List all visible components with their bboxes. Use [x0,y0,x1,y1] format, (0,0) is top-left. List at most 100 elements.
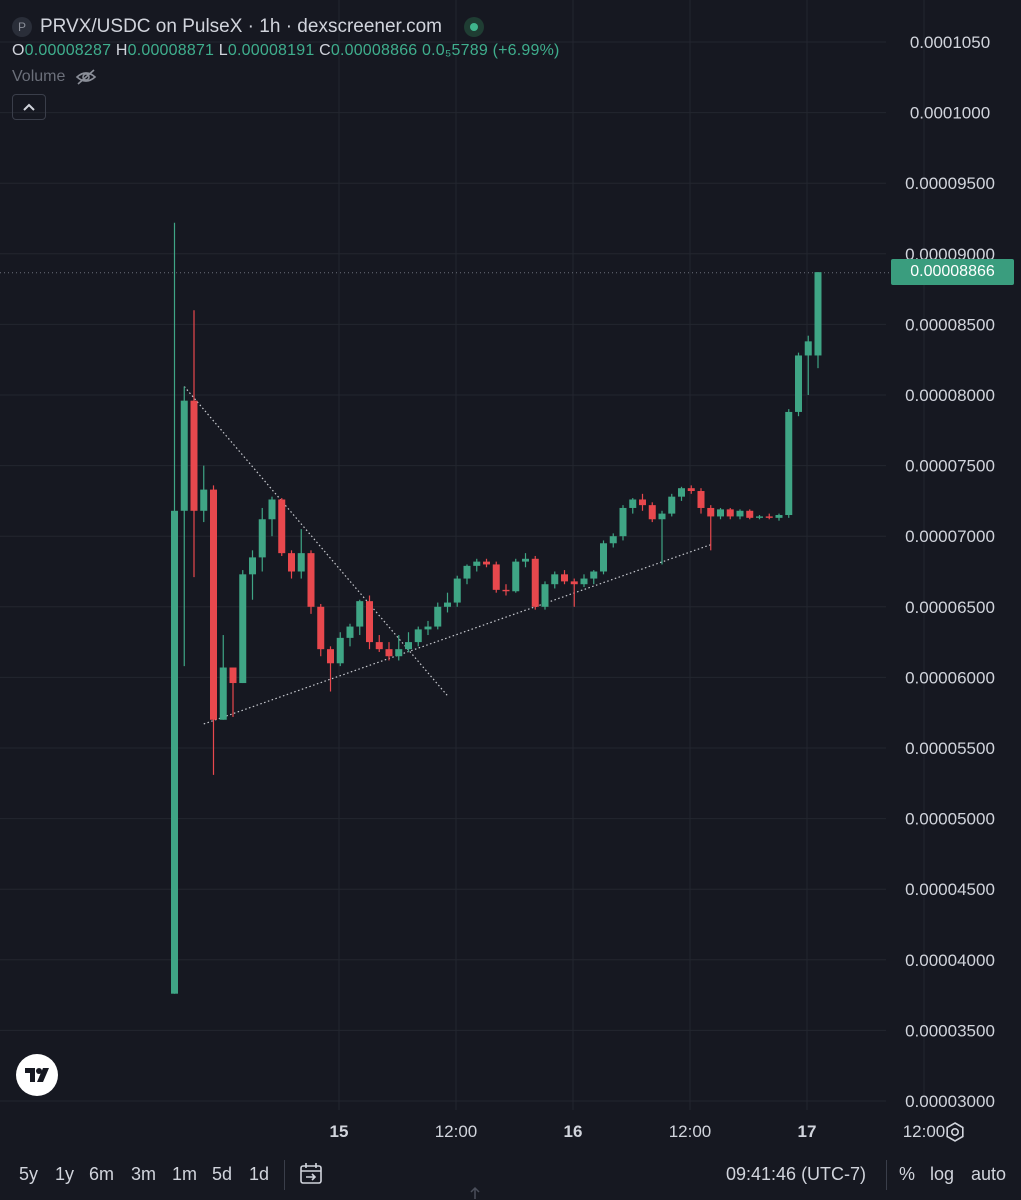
candle-body [551,574,559,585]
timeframe-5y[interactable]: 5y [19,1164,39,1184]
log-scale-toggle[interactable]: log [930,1164,955,1184]
y-tick-label: 0.0001050 [910,33,990,52]
clock-timezone[interactable]: 09:41:46 (UTC-7) [726,1164,867,1184]
candle-body [346,626,354,638]
candle-body [717,509,724,517]
candle-body [366,601,373,643]
y-tick-label: 0.00006000 [905,668,995,687]
candle-body [658,513,666,520]
candle-body [726,509,734,517]
y-tick-label: 0.00004000 [905,951,995,970]
timeframe-6m[interactable]: 6m [89,1164,115,1184]
calendar-goto-icon[interactable] [298,1161,324,1187]
candle-body [687,488,695,492]
close-value: 0.00008866 [330,42,418,59]
x-tick-label: 12:00 [903,1122,946,1141]
candle-body [375,642,383,650]
y-tick-label: 0.00003000 [905,1092,995,1111]
candle-body [648,505,656,520]
low-value: 0.00008191 [227,42,315,59]
timeframe-1y[interactable]: 1y [55,1164,75,1184]
volume-legend: Volume [12,68,97,86]
candle-body [190,400,198,511]
candle-body [502,589,510,592]
y-tick-label: 0.00006500 [905,598,995,617]
candle-body [288,553,295,572]
settings-gear-icon[interactable] [944,1121,966,1143]
candle-body [600,543,607,572]
timeframe-1d[interactable]: 1d [249,1164,270,1184]
candle-body [444,602,451,607]
live-status-icon [464,17,484,37]
candle-body [765,516,773,518]
candle-body [356,601,364,627]
candle-body [512,561,520,592]
percent-scale-toggle[interactable]: % [899,1164,916,1184]
y-tick-label: 0.00003500 [905,1021,995,1040]
y-tick-label: 0.0001000 [910,104,990,123]
candle-body [775,515,783,518]
ohlc-values: O0.00008287 H0.00008871 L0.00008191 C0.0… [12,42,560,60]
candle-body [463,565,471,579]
x-tick-label: 17 [798,1122,817,1141]
candle-body [492,564,500,590]
candle-body [609,536,617,544]
open-label: O [12,42,25,59]
candle-body [785,411,793,516]
candle-body [756,516,763,518]
candle-body [317,606,325,650]
y-axis: 0.00003000 0.00003500 0.00004000 0.00004500… [905,33,995,1111]
tradingview-logo-icon[interactable] [16,1054,58,1096]
timeframe-1m[interactable]: 1m [172,1164,198,1184]
candle-body [395,649,403,657]
low-label: L [218,42,228,59]
candle-body [746,510,754,518]
token-logo-icon: P [12,17,32,37]
candle-body [249,557,256,575]
scroll-up-arrow-icon [470,1186,480,1199]
y-tick-label: 0.00004500 [905,880,995,899]
timeframe-3m[interactable]: 3m [131,1164,157,1184]
candle-body [814,272,822,356]
candle-body [180,400,188,511]
trendlines [183,386,711,725]
candle-body [473,561,481,566]
candle-body [590,571,598,579]
x-tick-label: 15 [330,1122,349,1141]
y-tick-label: 0.00008500 [905,315,995,334]
x-axis: 15 12:00 16 12:00 17 12:00 [330,1122,946,1141]
y-tick-label: 0.00005500 [905,739,995,758]
timeframe-5d[interactable]: 5d [212,1164,233,1184]
candle-body [639,499,646,506]
candle-body [307,553,315,607]
candle-body [278,499,286,554]
candle-body [707,507,715,517]
candle-body [405,642,412,650]
high-value: 0.00008871 [127,42,215,59]
x-tick-label: 12:00 [669,1122,712,1141]
candle-body [580,578,588,585]
eye-hidden-icon[interactable] [75,68,97,86]
candle-body [697,491,705,508]
open-value: 0.00008287 [24,42,112,59]
candle-body [385,649,393,657]
candle-body [327,649,334,664]
candle-body [678,488,685,497]
close-label: C [319,42,331,59]
collapse-legend-button[interactable] [12,94,46,120]
volume-label: Volume [12,68,66,85]
candle-body [258,519,266,558]
current-price-tag: 0.00008866 [891,259,1014,285]
candle-body [171,510,178,994]
x-tick-label: 16 [564,1122,583,1141]
candle-body [570,581,578,585]
candle-body [200,489,208,511]
high-label: H [115,42,128,59]
change-value: 0.0₅5789 (+6.99%) [422,42,560,59]
chart-legend: P PRVX/USDC on PulseX · 1h · dexscreener… [12,16,484,38]
candle-body [804,341,812,356]
candle-body [297,553,305,572]
candle-body [619,507,627,537]
auto-scale-toggle[interactable]: auto [971,1164,1007,1184]
